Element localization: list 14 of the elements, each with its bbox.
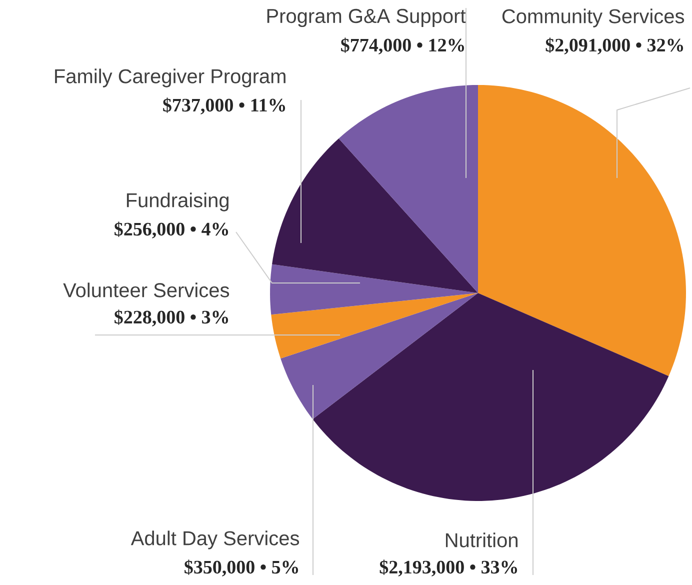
slice-label: Fundraising [126,192,228,212]
slice-label: Family Caregiver Program [55,68,286,88]
data-label: $2,193,000 • 33% [380,560,518,576]
slice-label: Volunteer Services [63,282,230,298]
data-label: $2,091,000 • 32% [546,38,684,54]
data-label: $256,000 • 4% [114,222,228,238]
data-label: $737,000 • 11% [163,98,286,114]
data-label: $228,000 • 3% [114,310,228,326]
slice-label: Program G&A Support [267,8,466,28]
slice-label: Nutrition [446,532,518,548]
slice-label: Community Services [502,8,684,28]
data-label: $350,000 • 5% [184,560,298,576]
slice-label: Adult Day Services [130,530,300,550]
data-label: $774,000 • 12% [341,38,464,54]
